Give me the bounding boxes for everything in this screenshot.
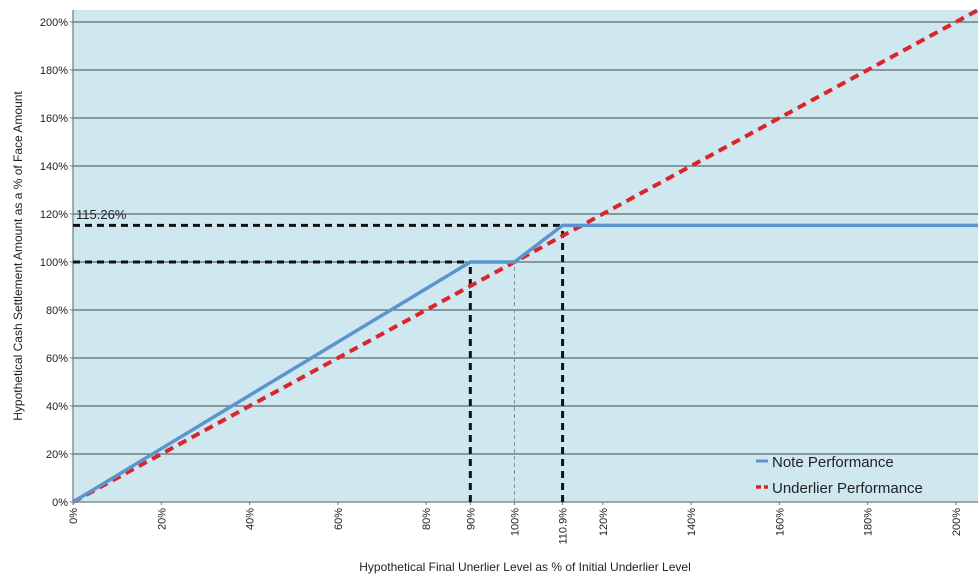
y-tick-160: 160% [40, 113, 68, 125]
x-tick-90: 90% [465, 508, 477, 530]
x-tick-0: 0% [68, 508, 80, 524]
y-tick-80: 80% [46, 305, 68, 317]
x-tick-140: 140% [686, 508, 698, 536]
y-tick-140: 140% [40, 161, 68, 173]
legend-label-underlier: Underlier Performance [772, 480, 923, 497]
x-tick-labels: 0% 20% 40% 60% 80% 90% 100% 110.9% 120% 140% 160% 1… [68, 502, 963, 545]
y-tick-200: 200% [40, 17, 68, 29]
x-tick-60: 60% [333, 508, 345, 530]
x-tick-120: 120% [598, 508, 610, 536]
y-axis-label: Hypothetical Cash Settlement Amount as a… [11, 91, 25, 421]
y-tick-60: 60% [46, 353, 68, 365]
y-tick-120: 120% [40, 209, 68, 221]
x-tick-40: 40% [245, 508, 257, 530]
y-tick-100: 100% [40, 257, 68, 269]
annotation-115-26: 115.26% [76, 207, 127, 222]
y-tick-labels: 0% 20% 40% 60% 80% 100% 120% 140% 160% 180% 200% [40, 17, 73, 509]
x-tick-20: 20% [156, 508, 168, 530]
x-tick-180: 180% [863, 508, 875, 536]
x-tick-200: 200% [951, 508, 963, 536]
legend-label-note: Note Performance [772, 454, 894, 471]
y-tick-0: 0% [52, 497, 68, 509]
x-tick-100: 100% [509, 508, 521, 536]
x-axis-label: Hypothetical Final Unerlier Level as % o… [359, 560, 691, 574]
x-tick-160: 160% [774, 508, 786, 536]
x-tick-110-9: 110.9% [558, 508, 570, 545]
y-tick-40: 40% [46, 401, 68, 413]
y-tick-20: 20% [46, 449, 68, 461]
annotations: 115.26% [76, 207, 127, 222]
x-tick-80: 80% [421, 508, 433, 530]
y-tick-180: 180% [40, 65, 68, 77]
